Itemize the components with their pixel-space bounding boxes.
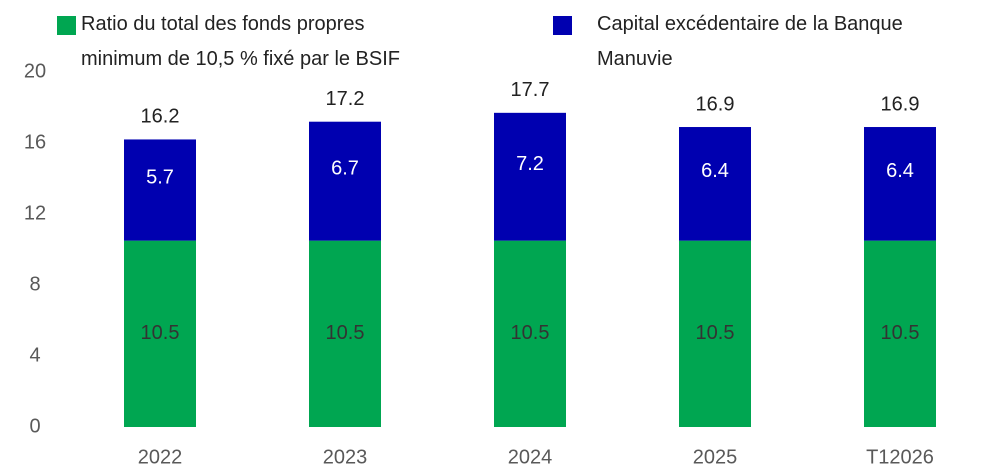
y-tick-label: 8: [29, 273, 40, 295]
x-tick-label: 2022: [138, 446, 183, 468]
data-label: 6.7: [331, 157, 359, 179]
x-tick-label: 2023: [323, 446, 368, 468]
total-label: 17.7: [511, 79, 550, 101]
data-label: 10.5: [326, 322, 365, 344]
legend-item: Capital excédentaire de la Banque Manuvi…: [553, 13, 977, 77]
bar-segment: [494, 112, 566, 241]
legend-swatch: [57, 16, 76, 35]
bar-segment: [864, 240, 936, 427]
total-label: 16.2: [141, 106, 180, 128]
legend-item: Ratio du total des fonds propres minimum…: [57, 13, 451, 77]
x-tick-label: T12026: [866, 446, 934, 468]
x-tick-label: 2025: [693, 446, 738, 468]
data-label: 10.5: [881, 322, 920, 344]
data-label: 7.2: [516, 153, 544, 175]
bar-segment: [124, 240, 196, 427]
total-label: 16.9: [696, 93, 735, 115]
bar-segment: [309, 121, 381, 241]
data-label: 5.7: [146, 166, 174, 188]
total-label: 17.2: [326, 88, 365, 110]
y-tick-label: 20: [24, 60, 46, 82]
bar-segment: [309, 240, 381, 427]
data-label: 10.5: [511, 322, 550, 344]
y-tick-label: 0: [29, 415, 40, 437]
total-label: 16.9: [881, 93, 920, 115]
data-label: 6.4: [886, 160, 914, 182]
y-tick-label: 4: [29, 344, 40, 366]
data-label: 10.5: [141, 322, 180, 344]
bar-segment: [679, 240, 751, 427]
data-label: 6.4: [701, 160, 729, 182]
x-tick-label: 2024: [508, 446, 553, 468]
legend-label: Ratio du total des fonds propres minimum…: [81, 13, 401, 70]
bar-segment: [864, 127, 936, 241]
bar-segment: [124, 139, 196, 241]
legend-swatch: [553, 16, 572, 35]
bar-segment: [679, 127, 751, 241]
y-tick-label: 16: [24, 131, 46, 153]
legend-label: Capital excédentaire de la Banque Manuvi…: [597, 13, 903, 70]
y-tick-label: 12: [24, 202, 46, 224]
bar-segment: [494, 240, 566, 427]
data-label: 10.5: [696, 322, 735, 344]
